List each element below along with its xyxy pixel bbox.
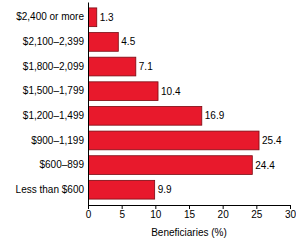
tick-label: 15 <box>184 209 196 220</box>
value-axis: 0 5 10 15 20 25 30 <box>86 205 296 220</box>
axis-line <box>88 3 89 206</box>
chart: 0 5 10 15 20 25 30 $2,400 or more $2,100–2,399 $1… <box>0 0 296 241</box>
category-axis: $2,400 or more $2,100–2,399 $1,800–2,099 $1… <box>16 3 89 206</box>
bar <box>88 180 155 199</box>
tick: 20 <box>218 205 230 220</box>
data-labels: 1.3 4.5 7.1 10.4 16.9 25.4 24.4 9.9 <box>100 12 282 195</box>
data-label: 1.3 <box>100 12 114 23</box>
tick: $2,400 or more <box>16 11 84 22</box>
tick: $2,100–2,399 <box>23 36 85 47</box>
category-label: Less than $600 <box>16 184 85 195</box>
bar <box>88 106 202 125</box>
bar <box>88 131 259 150</box>
data-label: 25.4 <box>262 135 282 146</box>
tick: $600–899 <box>40 159 85 170</box>
bar <box>88 82 158 101</box>
bar <box>88 57 136 76</box>
data-label: 16.9 <box>205 110 225 121</box>
tick: 10 <box>150 205 162 220</box>
data-label: 10.4 <box>161 86 181 97</box>
tick-label: 10 <box>150 209 162 220</box>
tick-label: 20 <box>218 209 230 220</box>
data-label: 24.4 <box>255 160 275 171</box>
tick: $900–1,199 <box>31 135 84 146</box>
bar <box>88 33 118 52</box>
category-label: $2,100–2,399 <box>23 36 85 47</box>
tick: 25 <box>251 205 263 220</box>
tick: $1,500–1,799 <box>23 85 85 96</box>
data-label: 9.9 <box>158 184 172 195</box>
tick: 15 <box>184 205 196 220</box>
category-label: $600–899 <box>40 159 85 170</box>
tick-label: 25 <box>251 209 263 220</box>
data-label: 4.5 <box>121 36 135 47</box>
category-label: $2,400 or more <box>16 11 84 22</box>
bars <box>88 8 259 199</box>
tick: Less than $600 <box>16 184 85 195</box>
tick: 30 <box>285 205 296 220</box>
axis-title: Beneficiaries (%) <box>151 227 227 238</box>
plot: 0 5 10 15 20 25 30 $2,400 or more $2,100–2,399 $1… <box>16 3 296 221</box>
tick: 5 <box>119 205 125 220</box>
category-label: $1,500–1,799 <box>23 85 85 96</box>
tick-label: 0 <box>86 209 92 220</box>
category-label: $1,200–1,499 <box>23 110 85 121</box>
category-label: $900–1,199 <box>31 135 84 146</box>
tick: $1,800–2,099 <box>23 61 85 72</box>
category-label: $1,800–2,099 <box>23 61 85 72</box>
bar <box>88 156 252 175</box>
tick-label: 30 <box>285 209 296 220</box>
tick: $1,200–1,499 <box>23 110 85 121</box>
tick: 0 <box>86 205 92 220</box>
data-label: 7.1 <box>139 61 153 72</box>
tick-label: 5 <box>119 209 125 220</box>
bar <box>88 8 97 27</box>
